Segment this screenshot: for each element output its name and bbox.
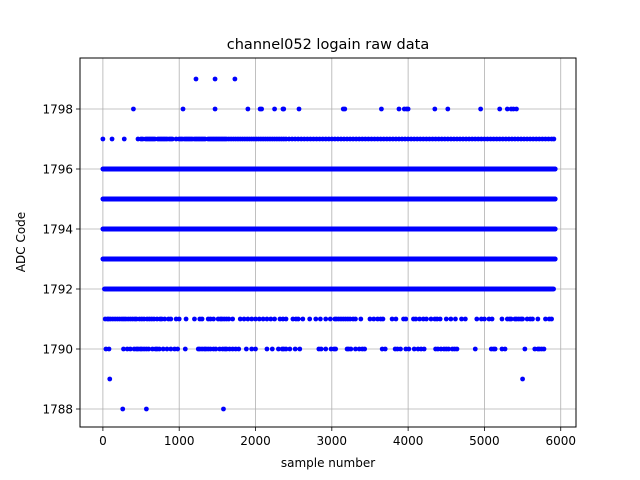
data-points [100, 76, 558, 412]
data-point [552, 256, 558, 262]
data-point [552, 226, 558, 232]
data-point [552, 196, 558, 202]
